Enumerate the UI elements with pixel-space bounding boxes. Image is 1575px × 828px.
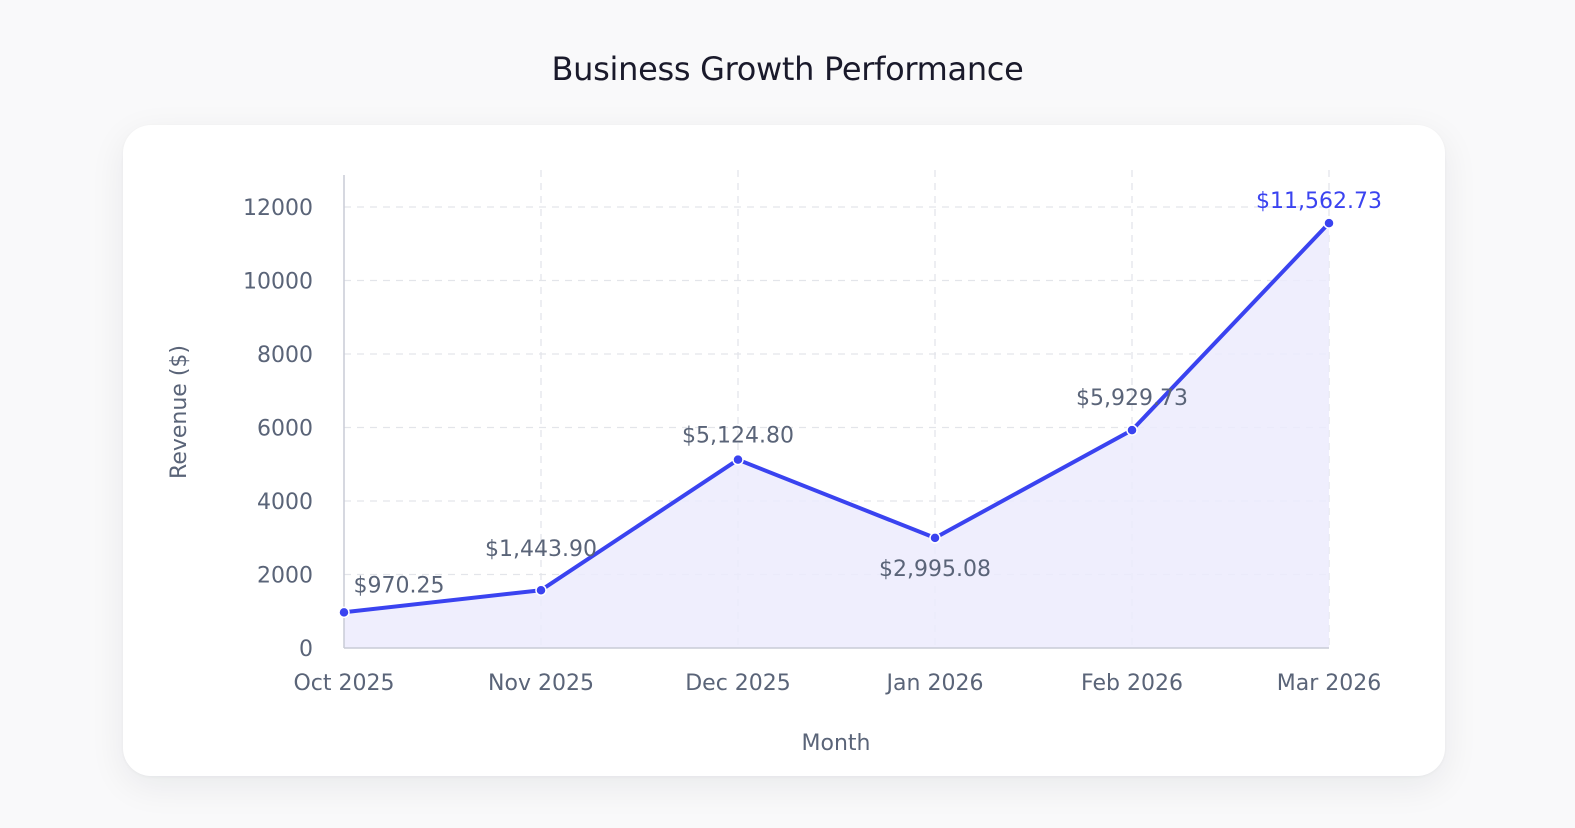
x-tick-label: Dec 2025 [685, 671, 791, 696]
data-point [338, 606, 350, 619]
data-label: $11,562.73 [1256, 189, 1382, 214]
y-tick-label: 8000 [257, 343, 313, 368]
data-point [1126, 424, 1138, 436]
series-line [342, 221, 1331, 615]
x-tick-label: Mar 2026 [1277, 671, 1382, 696]
axes [343, 175, 1329, 649]
data-point [732, 453, 744, 466]
y-tick-label: 2000 [257, 564, 313, 589]
data-point [535, 584, 547, 596]
data-label: $5,124.80 [682, 424, 794, 449]
x-tick-label: Jan 2026 [885, 671, 984, 696]
data-label: $2,995.08 [879, 557, 991, 582]
x-tick-labels: Oct 2025 Nov 2025 Dec 2025 Jan 2026 Feb 2026… [293, 671, 1381, 696]
x-tick-label: Nov 2025 [488, 671, 594, 696]
chart-title: Business Growth Performance [551, 50, 1024, 88]
y-tick-label: 6000 [257, 417, 313, 442]
x-axis-title: Month [802, 731, 871, 756]
data-label: $1,443.90 [485, 537, 597, 562]
x-tick-label: Feb 2026 [1081, 671, 1183, 696]
data-label: $970.25 [354, 573, 445, 598]
y-tick-label: 12000 [243, 196, 313, 221]
data-point [1323, 217, 1335, 229]
x-tick-label: Oct 2025 [293, 671, 394, 696]
y-axis-title: Revenue ($) [167, 345, 192, 479]
data-label: $5,929.73 [1076, 386, 1188, 411]
area-fill [344, 223, 1329, 648]
y-tick-labels: 0 2000 4000 6000 8000 10000 12000 [243, 196, 313, 662]
data-points [338, 217, 1335, 619]
data-point [929, 532, 941, 544]
y-tick-label: 10000 [243, 270, 313, 295]
data-labels: $970.25 $1,443.90 $5,124.80 $2,995.08 $5,929… [354, 189, 1382, 598]
y-tick-label: 4000 [257, 490, 313, 515]
y-tick-label: 0 [299, 637, 313, 662]
